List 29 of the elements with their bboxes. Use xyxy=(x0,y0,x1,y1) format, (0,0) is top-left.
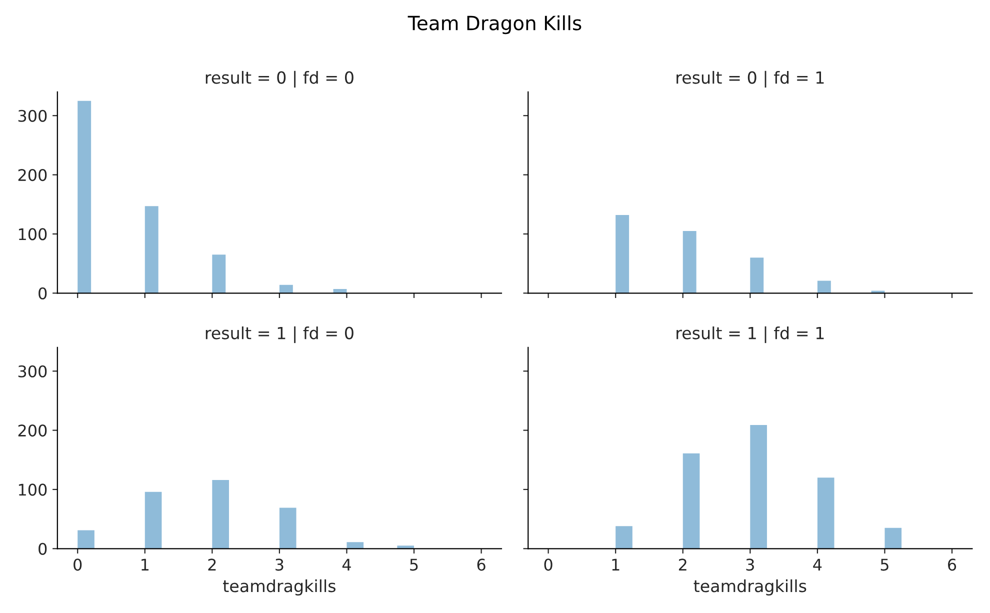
text: Team Dragon Kills xyxy=(408,15,582,34)
x-tick-label: 6 xyxy=(477,558,486,571)
y-tick-label: 200 xyxy=(18,424,47,437)
y-tick-label: 300 xyxy=(18,365,47,378)
x-axis-title: teamdragkills xyxy=(694,579,806,596)
x-tick-label: 6 xyxy=(948,558,956,571)
x-tick-label: 4 xyxy=(342,558,351,570)
y-tick-label: 100 xyxy=(18,484,47,496)
chart-title: result = 0 | fd = 0 xyxy=(206,70,354,88)
x-tick-label: 0 xyxy=(544,558,552,571)
x-tick-label: 3 xyxy=(276,558,284,571)
x-tick-label: 1 xyxy=(612,558,620,570)
y-tick-label: 0 xyxy=(38,542,47,555)
y-tick-label: 300 xyxy=(18,110,47,122)
x-tick-label: 1 xyxy=(142,558,148,570)
chart-title: result = 0 | fd = 1 xyxy=(676,70,824,88)
x-tick-label: 3 xyxy=(746,558,754,571)
x-tick-label: 2 xyxy=(208,558,216,570)
chart-title: result = 1 | fd = 0 xyxy=(206,326,354,344)
y-tick-label: 0 xyxy=(38,287,47,300)
x-tick-label: 5 xyxy=(880,558,888,571)
x-tick-label: 0 xyxy=(74,558,82,571)
chart-title: result = 1 | fd = 1 xyxy=(676,326,824,344)
x-tick-label: 2 xyxy=(678,558,686,570)
y-tick-label: 200 xyxy=(18,169,47,182)
x-tick-label: 5 xyxy=(410,558,418,571)
y-tick-label: 100 xyxy=(18,228,47,240)
x-tick-label: 4 xyxy=(813,558,822,570)
x-axis-title: teamdragkills xyxy=(223,579,336,596)
